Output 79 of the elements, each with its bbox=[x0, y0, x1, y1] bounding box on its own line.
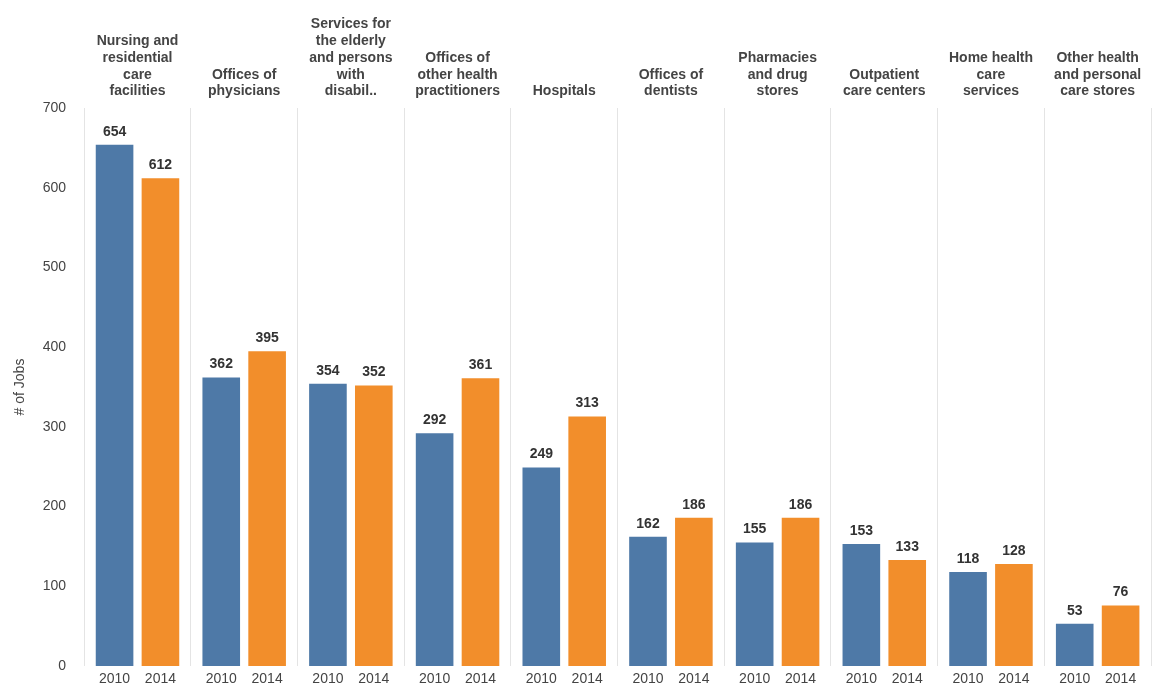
text: 2014 bbox=[464, 669, 497, 686]
y-tick-label: 600 bbox=[42, 178, 67, 195]
bar bbox=[1101, 605, 1140, 666]
x-tick-label: Hospitals bbox=[532, 82, 596, 99]
data-label: 76 bbox=[1112, 583, 1129, 600]
y-tick-label: 300 bbox=[42, 417, 67, 434]
text: 2014 bbox=[571, 669, 603, 686]
data-label: 53 bbox=[1066, 601, 1083, 618]
text: 2014 bbox=[998, 669, 1030, 686]
series-label: 2014 bbox=[144, 669, 177, 686]
data-label: 118 bbox=[956, 549, 980, 566]
data-label: 186 bbox=[788, 495, 813, 512]
bar bbox=[355, 385, 393, 666]
text: 2010 bbox=[739, 669, 771, 686]
text: 2014 bbox=[358, 669, 390, 686]
x-tick-label: Pharmacies and drug stores bbox=[738, 48, 818, 99]
data-label: 292 bbox=[422, 411, 447, 428]
text: 2010 bbox=[952, 669, 984, 686]
bar bbox=[568, 416, 606, 666]
bar bbox=[735, 542, 774, 666]
data-label: 612 bbox=[148, 156, 173, 173]
bar bbox=[522, 467, 561, 666]
bar bbox=[781, 517, 820, 666]
bar bbox=[1055, 623, 1094, 666]
y-tick-label: 100 bbox=[42, 577, 67, 594]
data-label: 361 bbox=[468, 356, 493, 373]
y-tick-label: 400 bbox=[42, 338, 67, 354]
bar bbox=[309, 383, 347, 666]
bar bbox=[202, 377, 241, 666]
y-axis-title: # of Jobs bbox=[11, 358, 28, 416]
bar bbox=[675, 517, 713, 666]
data-label: 133 bbox=[895, 537, 920, 554]
text: 2010 bbox=[845, 669, 877, 686]
data-label: 654 bbox=[102, 122, 127, 139]
x-tick-label: Offices of dentists bbox=[638, 65, 704, 99]
data-label: 395 bbox=[255, 328, 280, 345]
bar bbox=[842, 544, 881, 666]
data-label: 354 bbox=[316, 361, 340, 378]
data-label: 162 bbox=[636, 514, 660, 531]
data-label: 362 bbox=[209, 355, 234, 372]
data-label: 313 bbox=[575, 394, 600, 411]
text: 2014 bbox=[891, 669, 923, 686]
data-label: 128 bbox=[1002, 541, 1026, 558]
data-label: 186 bbox=[682, 495, 706, 512]
bar bbox=[461, 378, 500, 666]
x-tick-label: Outpatient care centers bbox=[843, 65, 926, 99]
x-tick-label: Nursing and residential care facilities bbox=[96, 32, 179, 99]
x-tick-label: Services for the elderly and persons with disabil.. bbox=[309, 15, 393, 99]
x-tick-label: Offices of physicians bbox=[208, 65, 281, 99]
text: 2010 bbox=[632, 669, 664, 686]
text: 2014 bbox=[784, 669, 817, 686]
bar bbox=[95, 144, 134, 666]
bar bbox=[248, 351, 286, 666]
series-label: 2010 bbox=[98, 669, 131, 686]
text: 2010 bbox=[1059, 669, 1091, 686]
text: 2010 bbox=[525, 669, 557, 686]
text: 2014 bbox=[678, 669, 710, 686]
text: 2010 bbox=[312, 669, 344, 686]
x-tick-label: Other health and personal care stores bbox=[1054, 48, 1142, 99]
bar bbox=[995, 563, 1033, 666]
y-tick-label: 500 bbox=[42, 258, 67, 275]
y-tick-label: 700 bbox=[42, 98, 67, 115]
data-label: 153 bbox=[849, 521, 874, 538]
text: 2014 bbox=[251, 669, 283, 686]
bar bbox=[888, 559, 927, 666]
bar bbox=[415, 433, 454, 666]
x-tick-label: Home health care services bbox=[948, 48, 1033, 99]
bar bbox=[141, 178, 180, 666]
text: 2010 bbox=[205, 669, 237, 686]
data-label: 249 bbox=[529, 445, 554, 462]
data-label: 352 bbox=[362, 363, 386, 380]
x-tick-label: Offices of other health practitioners bbox=[415, 48, 501, 99]
text: 2010 bbox=[419, 669, 451, 686]
bar bbox=[629, 536, 667, 666]
y-tick-label: 200 bbox=[42, 497, 67, 514]
text: 2014 bbox=[1105, 669, 1137, 686]
data-label: 155 bbox=[742, 520, 767, 537]
y-tick-label: 0 bbox=[58, 656, 67, 673]
bar bbox=[949, 571, 987, 666]
